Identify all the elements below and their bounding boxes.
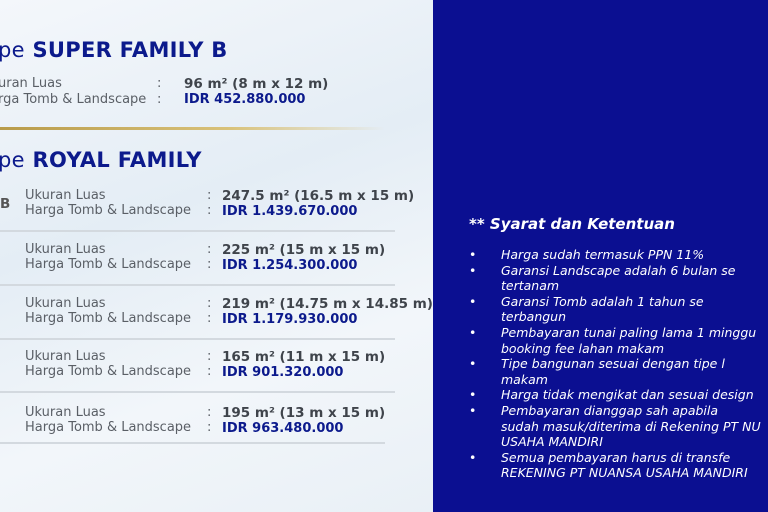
price-label: rga Tomb & Landscape: [0, 92, 147, 107]
row-tag: B: [0, 196, 11, 212]
terms-text-cont: tertanam: [501, 278, 560, 294]
royal-family-heading: pe ROYAL FAMILY: [0, 148, 202, 172]
price-value: IDR 1.439.670.000: [222, 204, 358, 219]
row-divider: [0, 442, 385, 444]
bullet-icon: •: [469, 325, 477, 340]
colon: :: [157, 76, 162, 91]
price-label: Harga Tomb & Landscape: [25, 420, 192, 435]
colon: :: [157, 92, 162, 107]
price-value: IDR 963.480.000: [222, 421, 344, 436]
terms-text-cont: USAHA MANDIRI: [501, 434, 603, 450]
row-divider: [0, 338, 395, 340]
bullet-icon: •: [469, 262, 477, 278]
size-label: Ukuran Luas: [25, 296, 106, 311]
colon: :: [207, 420, 212, 435]
terms-text-cont: terbangun: [501, 309, 567, 325]
gold-divider: [0, 127, 385, 130]
terms-text: Garansi Tomb adalah 1 tahun se: [501, 293, 704, 309]
terms-text: Garansi Landscape adalah 6 bulan se: [501, 262, 736, 278]
terms-text-cont: makam: [501, 371, 548, 387]
price-value: IDR 452.880.000: [184, 92, 306, 107]
terms-text-cont: REKENING PT NUANSA USAHA MANDIRI: [501, 465, 748, 481]
size-label: Ukuran Luas: [25, 188, 106, 203]
price-label: Harga Tomb & Landscape: [25, 257, 192, 272]
colon: :: [207, 188, 212, 203]
size-label: uran Luas: [0, 76, 62, 91]
price-label: Harga Tomb & Landscape: [25, 364, 192, 379]
bullet-icon: •: [469, 247, 477, 262]
size-value: 165 m² (11 m x 15 m): [222, 349, 386, 365]
size-value: 225 m² (15 m x 15 m): [222, 242, 386, 258]
size-value: 195 m² (13 m x 15 m): [222, 405, 386, 421]
price-value: IDR 901.320.000: [222, 365, 344, 380]
size-value: 96 m² (8 m x 12 m): [184, 76, 329, 92]
terms-text: Semua pembayaran harus di transfe: [501, 449, 731, 465]
terms-panel: ** Syarat dan Ketentuan • Harga sudah ter…: [433, 0, 768, 512]
row-divider: [0, 391, 395, 393]
colon: :: [207, 405, 212, 420]
terms-text: Tipe bangunan sesuai dengan tipe l: [501, 356, 725, 372]
price-label: Harga Tomb & Landscape: [25, 311, 192, 326]
size-label: Ukuran Luas: [25, 349, 106, 364]
terms-text: Pembayaran tunai paling lama 1 minggu: [501, 325, 757, 340]
terms-text: Harga sudah termasuk PPN 11%: [501, 247, 705, 262]
colon: :: [207, 257, 212, 272]
terms-text-cont: booking fee lahan makam: [501, 340, 665, 356]
bullet-icon: •: [469, 449, 477, 465]
bullet-icon: •: [469, 387, 477, 403]
super-family-b-heading: pe SUPER FAMILY B: [0, 38, 228, 62]
size-label: Ukuran Luas: [25, 405, 106, 420]
colon: :: [207, 349, 212, 364]
colon: :: [207, 311, 212, 326]
row-divider: [0, 284, 395, 286]
colon: :: [207, 242, 212, 257]
size-value: 247.5 m² (16.5 m x 15 m): [222, 188, 415, 204]
price-value: IDR 1.254.300.000: [222, 258, 358, 273]
price-value: IDR 1.179.930.000: [222, 312, 358, 327]
size-value: 219 m² (14.75 m x 14.85 m): [222, 296, 433, 312]
size-label: Ukuran Luas: [25, 242, 106, 257]
terms-text-cont: sudah masuk/diterima di Rekening PT NU: [501, 418, 761, 434]
terms-title: ** Syarat dan Ketentuan: [469, 215, 675, 233]
bullet-icon: •: [469, 356, 477, 372]
colon: :: [207, 296, 212, 311]
pricing-panel: pe SUPER FAMILY B uran Luas rga Tomb & L…: [0, 0, 433, 512]
colon: :: [207, 364, 212, 379]
row-divider: [0, 230, 395, 232]
terms-text: Harga tidak mengikat dan sesuai design: [501, 387, 754, 403]
bullet-icon: •: [469, 293, 477, 309]
price-label: Harga Tomb & Landscape: [25, 203, 192, 218]
colon: :: [207, 203, 212, 218]
terms-text: Pembayaran dianggap sah apabila: [501, 403, 719, 418]
bullet-icon: •: [469, 403, 477, 418]
